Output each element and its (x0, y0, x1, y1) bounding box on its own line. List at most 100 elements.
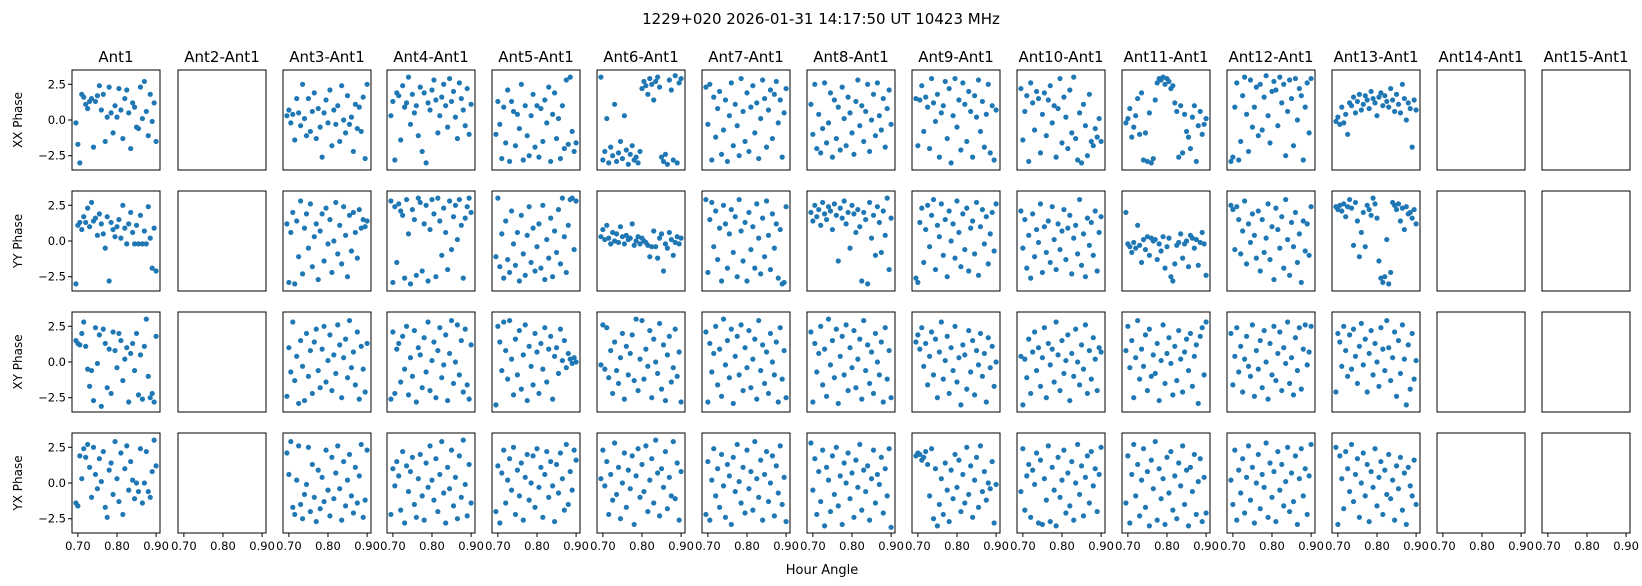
data-point (1279, 214, 1285, 220)
data-point (670, 438, 676, 445)
data-point (1138, 90, 1145, 96)
data-point (1185, 367, 1192, 374)
data-point (1028, 275, 1034, 281)
data-point (286, 107, 292, 113)
data-point (674, 373, 680, 379)
subplot-frame (1436, 432, 1526, 534)
data-point (863, 216, 869, 223)
data-point (128, 350, 134, 357)
data-point (518, 460, 524, 466)
data-point (114, 114, 120, 120)
data-point (400, 333, 406, 339)
data-point (331, 352, 337, 358)
data-point (820, 125, 826, 132)
data-point (656, 235, 663, 241)
data-point (1135, 222, 1141, 228)
data-point (1039, 521, 1046, 528)
data-point (94, 232, 101, 238)
data-point (1189, 488, 1195, 495)
subplot (177, 69, 267, 171)
data-point (114, 476, 120, 482)
data-point (503, 347, 509, 354)
data-point (439, 94, 445, 100)
data-point (139, 500, 145, 506)
data-point (317, 385, 323, 391)
data-point (1020, 446, 1026, 452)
x-tick-label: 0.80 (1049, 539, 1075, 553)
data-point (98, 221, 104, 227)
data-point (880, 95, 886, 102)
data-point (83, 343, 89, 349)
data-point (839, 215, 845, 221)
data-point (147, 494, 153, 500)
data-point (145, 204, 151, 210)
data-point (839, 521, 845, 528)
data-point (392, 204, 398, 210)
data-point (392, 390, 398, 397)
data-point (344, 93, 351, 99)
data-point (672, 326, 678, 332)
data-point (829, 337, 836, 344)
data-point (1380, 279, 1386, 286)
data-point (655, 74, 661, 80)
data-point (1033, 226, 1040, 233)
data-point (135, 392, 142, 398)
data-point (979, 206, 985, 213)
data-point (1240, 93, 1246, 99)
data-point (390, 98, 396, 105)
data-point (79, 330, 85, 337)
data-point (1185, 134, 1192, 140)
data-point (522, 103, 528, 109)
data-point (752, 265, 758, 271)
data-point (625, 161, 631, 167)
data-point (1039, 111, 1046, 117)
data-point (709, 157, 715, 163)
data-point (299, 363, 306, 369)
data-point (872, 330, 879, 337)
data-point (303, 330, 310, 337)
data-point (567, 74, 573, 80)
data-point (571, 148, 577, 155)
data-point (874, 80, 880, 86)
data-point (1255, 451, 1261, 458)
data-point (421, 221, 427, 227)
data-point (333, 470, 339, 476)
data-point (705, 121, 711, 127)
data-point (1269, 372, 1275, 378)
data-point (1306, 130, 1312, 136)
data-point (1285, 236, 1291, 243)
data-point (405, 231, 412, 237)
data-point (870, 212, 877, 218)
data-point (760, 215, 766, 221)
data-point (1078, 262, 1085, 268)
data-point (394, 259, 400, 266)
data-point (137, 84, 144, 90)
data-point (446, 75, 453, 82)
data-point (1263, 235, 1269, 241)
data-point (977, 330, 984, 337)
data-point (1333, 389, 1339, 395)
data-point (781, 347, 787, 354)
data-point (423, 369, 429, 375)
data-point (536, 484, 542, 490)
data-point (435, 130, 441, 136)
data-point (660, 342, 667, 348)
data-point (413, 103, 419, 109)
subplot-frame (1331, 190, 1421, 292)
data-point (1261, 484, 1267, 490)
data-point (859, 103, 865, 109)
data-point (678, 75, 684, 82)
data-point (540, 366, 546, 372)
data-point (948, 467, 954, 473)
data-point (631, 521, 637, 528)
data-point (726, 113, 732, 119)
subplot (1541, 190, 1631, 292)
subplot: 0.70 0.80 0.90 (276, 432, 380, 553)
data-point (1337, 202, 1343, 208)
data-point (812, 202, 818, 208)
column-title: Ant3-Ant1 (289, 48, 364, 66)
data-point (145, 373, 151, 379)
data-point (1230, 154, 1236, 160)
data-point (569, 487, 575, 493)
data-point (779, 376, 785, 382)
